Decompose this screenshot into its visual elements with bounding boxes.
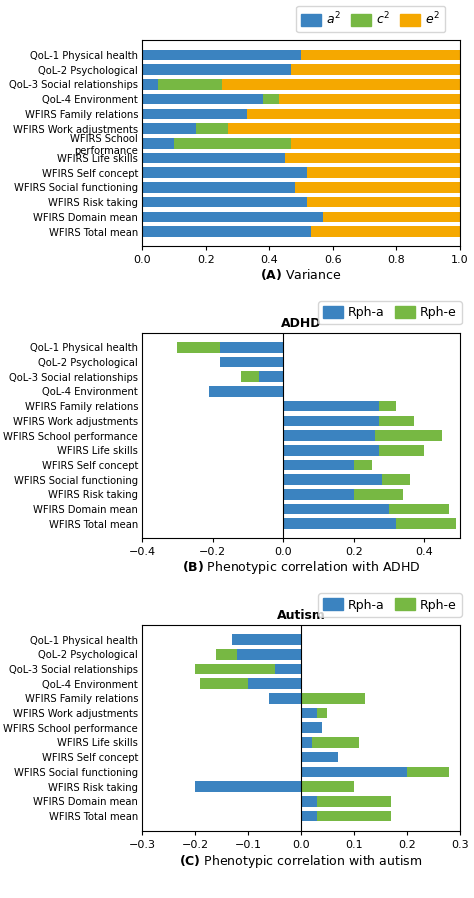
Bar (269, 693, 301, 704)
Bar (354, 460, 372, 471)
Bar (301, 796, 317, 806)
Bar (220, 357, 283, 367)
Bar (379, 401, 396, 411)
Title: Autism: Autism (276, 610, 326, 622)
Bar (283, 504, 389, 515)
Bar (237, 649, 301, 659)
Bar (201, 678, 248, 689)
Bar (142, 212, 323, 222)
Bar (295, 182, 460, 193)
Bar (283, 401, 379, 411)
Text: $\bf{(B)}$ Phenotypic correlation with ADHD: $\bf{(B)}$ Phenotypic correlation with A… (182, 559, 420, 576)
Bar (221, 79, 460, 90)
Bar (142, 138, 174, 148)
Text: $\bf{(A)}$ Variance: $\bf{(A)}$ Variance (260, 267, 342, 282)
Bar (307, 197, 460, 207)
Bar (220, 342, 283, 353)
Bar (174, 138, 292, 148)
Bar (311, 737, 359, 748)
Bar (407, 767, 449, 777)
Bar (177, 342, 220, 353)
Bar (142, 65, 292, 75)
Bar (263, 94, 279, 104)
Bar (283, 474, 382, 485)
Bar (228, 123, 460, 134)
Bar (301, 723, 322, 733)
Bar (195, 664, 274, 674)
Bar (307, 167, 460, 178)
Bar (142, 226, 310, 237)
Bar (379, 416, 414, 427)
Bar (283, 445, 379, 455)
Bar (301, 737, 311, 748)
Bar (301, 708, 317, 718)
Bar (209, 386, 283, 397)
Bar (382, 474, 410, 485)
Bar (301, 781, 354, 792)
Bar (292, 65, 460, 75)
Bar (283, 460, 354, 471)
Bar (283, 489, 354, 499)
Bar (301, 49, 460, 60)
Bar (301, 767, 407, 777)
Bar (317, 811, 391, 822)
Text: $\bf{(C)}$ Phenotypic correlation with autism: $\bf{(C)}$ Phenotypic correlation with a… (179, 853, 423, 870)
Bar (142, 182, 295, 193)
Bar (195, 781, 301, 792)
Bar (389, 504, 449, 515)
Bar (142, 123, 196, 134)
Bar (241, 372, 259, 382)
Bar (301, 811, 317, 822)
Bar (142, 109, 247, 119)
Bar (354, 489, 403, 499)
Bar (142, 49, 301, 60)
Bar (232, 634, 301, 645)
Bar (283, 416, 379, 427)
Bar (323, 212, 460, 222)
Bar (283, 430, 375, 441)
Bar (310, 226, 460, 237)
Bar (396, 518, 456, 529)
Bar (158, 79, 221, 90)
Bar (247, 109, 460, 119)
Bar (279, 94, 460, 104)
Bar (259, 372, 283, 382)
Bar (375, 430, 442, 441)
Bar (283, 518, 396, 529)
Bar (292, 138, 460, 148)
Bar (317, 796, 391, 806)
Bar (274, 664, 301, 674)
Bar (142, 153, 285, 163)
Title: ADHD: ADHD (281, 317, 321, 330)
Bar (216, 649, 237, 659)
Legend: $a^2$, $c^2$, $e^2$: $a^2$, $c^2$, $e^2$ (296, 5, 445, 32)
Bar (196, 123, 228, 134)
Bar (142, 79, 158, 90)
Legend: Rph-a, Rph-e: Rph-a, Rph-e (318, 301, 462, 324)
Bar (142, 167, 307, 178)
Bar (142, 197, 307, 207)
Bar (301, 752, 338, 762)
Bar (317, 708, 328, 718)
Bar (379, 445, 425, 455)
Bar (301, 693, 365, 704)
Bar (142, 94, 263, 104)
Bar (248, 678, 301, 689)
Legend: Rph-a, Rph-e: Rph-a, Rph-e (318, 594, 462, 617)
Bar (285, 153, 460, 163)
